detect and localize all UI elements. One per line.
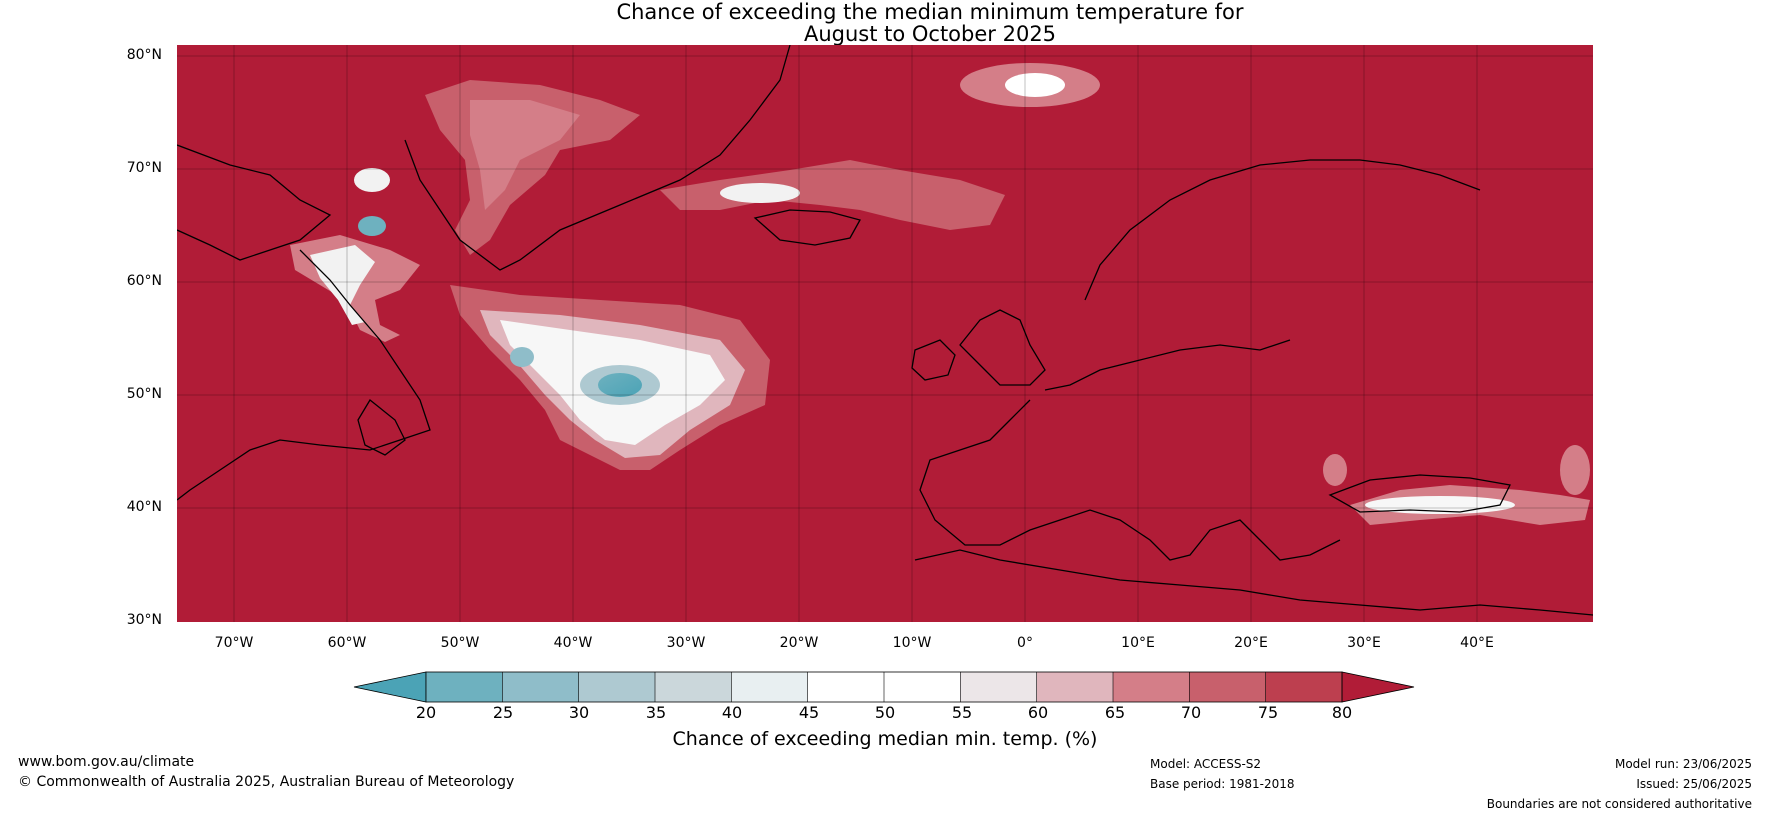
contour-svalbard-white bbox=[1005, 73, 1065, 97]
colorbar-segment bbox=[655, 672, 732, 702]
lat-label-30n: 30°N bbox=[126, 612, 162, 628]
norway-coast bbox=[1084, 159, 1481, 301]
colorbar-tick: 65 bbox=[1104, 703, 1126, 722]
colorbar-segment bbox=[1113, 672, 1190, 702]
lat-label-50n: 50°N bbox=[126, 386, 162, 402]
lon-label-40e: 40°E bbox=[1460, 635, 1494, 651]
contour-atlantic-blue-1 bbox=[510, 347, 534, 367]
colorbar-segment bbox=[731, 672, 809, 702]
probability-contours bbox=[290, 63, 1590, 525]
base-period-text: Base period: 1981-2018 bbox=[1150, 777, 1295, 791]
contour-iceland-band bbox=[660, 160, 1005, 230]
contour-iceland-light bbox=[720, 183, 800, 203]
lon-label-10w: 10°W bbox=[892, 635, 932, 651]
colorbar-tick: 30 bbox=[568, 703, 590, 722]
model-text: Model: ACCESS-S2 bbox=[1150, 757, 1262, 771]
chart-title-line-2: August to October 2025 bbox=[803, 22, 1057, 46]
colorbar-tick: 80 bbox=[1331, 703, 1353, 722]
contour-baffin-white bbox=[310, 245, 375, 325]
ireland-coast bbox=[911, 339, 956, 381]
lon-label-20e: 20°E bbox=[1234, 635, 1268, 651]
issued-text: Issued: 25/06/2025 bbox=[1636, 777, 1752, 791]
colorbar-tick: 75 bbox=[1257, 703, 1279, 722]
colorbar-segment bbox=[960, 672, 1038, 702]
colorbar-segment bbox=[1265, 672, 1343, 702]
newfoundland-coast bbox=[357, 399, 406, 456]
lon-label-60w: 60°W bbox=[327, 635, 367, 651]
colorbar-segment bbox=[1189, 672, 1267, 702]
contour-baffin-north bbox=[354, 168, 390, 192]
greenland-coast bbox=[404, 45, 791, 271]
colorbar-segment bbox=[578, 672, 656, 702]
map-background bbox=[177, 45, 1593, 622]
colorbar-extend-high bbox=[1341, 671, 1415, 703]
lon-label-40w: 40°W bbox=[553, 635, 593, 651]
baffin-coast bbox=[177, 144, 332, 261]
contour-atlantic-blue-3 bbox=[598, 373, 642, 397]
lon-label-70w: 70°W bbox=[214, 635, 254, 651]
lon-label-30e: 30°E bbox=[1347, 635, 1381, 651]
contour-baffin-blue bbox=[358, 216, 386, 236]
lon-label-20w: 20°W bbox=[779, 635, 819, 651]
colorbar-label: Chance of exceeding median min. temp. (%… bbox=[672, 728, 1098, 750]
chart-title-line-1: Chance of exceeding the median minimum t… bbox=[616, 0, 1244, 24]
colorbar-segment bbox=[1036, 672, 1114, 702]
model-run-text: Model run: 23/06/2025 bbox=[1614, 757, 1752, 771]
contour-turkey-pink bbox=[1323, 454, 1347, 486]
colorbar-tick: 20 bbox=[415, 703, 437, 722]
lat-label-40n: 40°N bbox=[126, 499, 162, 515]
contour-greenland-light bbox=[470, 100, 580, 210]
disclaimer-text: Boundaries are not considered authoritat… bbox=[1486, 797, 1752, 811]
colorbar-segment bbox=[807, 672, 885, 702]
colorbar-tick: 60 bbox=[1027, 703, 1049, 722]
blacksea-coast bbox=[1328, 474, 1511, 513]
colorbar-tick: 55 bbox=[951, 703, 973, 722]
lon-label-50w: 50°W bbox=[440, 635, 480, 651]
colorbar-segment bbox=[884, 672, 961, 702]
labrador-coast bbox=[177, 249, 431, 501]
coastlines bbox=[177, 45, 1593, 616]
africa-coast bbox=[914, 549, 1593, 616]
colorbar-tick: 70 bbox=[1180, 703, 1202, 722]
colorbar-segment bbox=[426, 672, 503, 702]
contour-caspian-pink bbox=[1560, 445, 1590, 495]
colorbar-tick: 35 bbox=[645, 703, 667, 722]
colorbar-extend-low bbox=[353, 671, 427, 703]
colorbar-tick: 40 bbox=[721, 703, 743, 722]
website-link[interactable]: www.bom.gov.au/climate bbox=[18, 754, 195, 770]
colorbar-tick: 25 bbox=[492, 703, 514, 722]
lon-label-0: 0° bbox=[1017, 635, 1033, 651]
colorbar-segment bbox=[502, 672, 580, 702]
europe-coast bbox=[919, 339, 1341, 561]
british-isles-coast bbox=[959, 309, 1046, 386]
lon-label-30w: 30°W bbox=[666, 635, 706, 651]
colorbar bbox=[353, 671, 1415, 703]
lat-label-60n: 60°N bbox=[126, 273, 162, 289]
colorbar-tick: 45 bbox=[798, 703, 820, 722]
iceland-coast bbox=[753, 209, 861, 246]
lat-label-80n: 80°N bbox=[126, 47, 162, 63]
copyright-text: © Commonwealth of Australia 2025, Austra… bbox=[18, 774, 515, 790]
lat-label-70n: 70°N bbox=[126, 160, 162, 176]
graticule bbox=[177, 45, 1593, 622]
colorbar-tick: 50 bbox=[874, 703, 896, 722]
lon-label-10e: 10°E bbox=[1121, 635, 1155, 651]
